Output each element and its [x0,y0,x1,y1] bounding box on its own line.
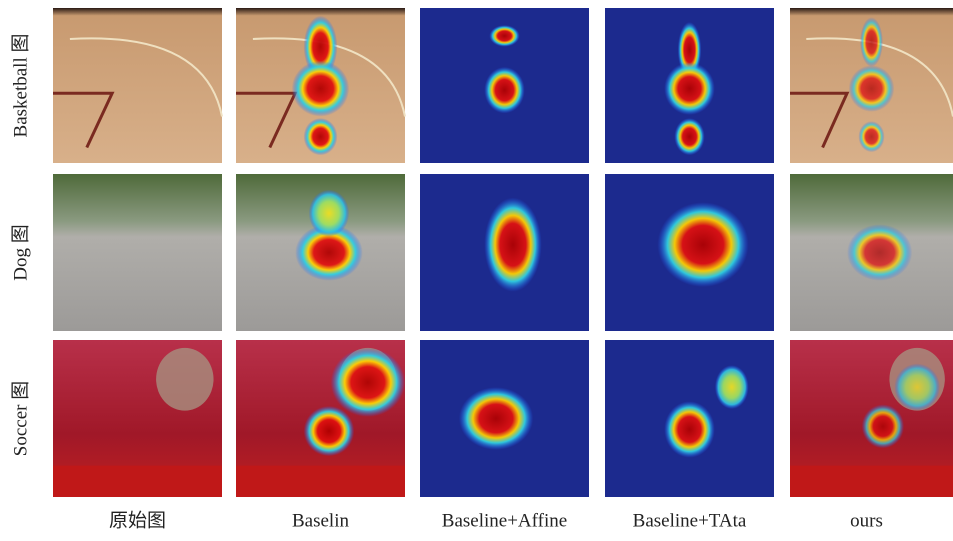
heat-blob [715,365,749,409]
heat-blob [304,118,338,155]
shirt-banner [790,466,953,497]
image-cell [605,8,774,163]
image-cell [236,340,405,497]
image-cell [53,340,222,497]
row-label: Basketball 图 [10,34,31,138]
heat-blob [664,401,715,458]
heat-blob [674,118,704,155]
row-label: Soccer 图 [10,381,31,456]
heat-blob [894,364,940,411]
heat-blob [484,198,541,292]
heat-blob [858,121,884,152]
column-label: 原始图 [109,509,166,531]
column-label: ours [850,510,883,531]
image-cell [53,174,222,331]
image-cell [53,8,222,163]
heat-blob [309,190,350,237]
image-cell [236,8,405,163]
heat-blob [860,17,883,67]
heat-blob [847,224,912,281]
heat-blob [331,348,405,417]
heat-blob [862,404,904,448]
column-label: Baseline+Affine [442,510,567,531]
image-cell [236,174,405,331]
heat-blob [657,202,748,287]
heat-blob [849,65,895,112]
heat-blob [484,67,525,114]
image-cell [605,340,774,497]
image-cell [790,340,953,497]
heat-blob [459,387,533,450]
row-label: Dog 图 [10,224,31,280]
heat-blob [489,25,519,47]
image-cell [605,174,774,331]
shirt-banner [236,466,405,497]
column-label: Baselin [292,510,349,531]
cell-background [53,174,222,331]
image-cell [420,174,589,331]
cell-background [53,8,222,163]
figure: Basketball 图 Dog 图 Soccer 图原始图 Baselin Basel… [0,0,953,536]
column-label: Baseline+TAta [633,510,747,531]
shirt-banner [53,466,222,497]
image-cell [790,8,953,163]
heat-blob [664,62,715,115]
image-cell [790,174,953,331]
heat-blob [292,61,349,117]
trophy [156,348,213,411]
image-cell [420,340,589,497]
image-cell [420,8,589,163]
heat-blob [304,406,355,456]
